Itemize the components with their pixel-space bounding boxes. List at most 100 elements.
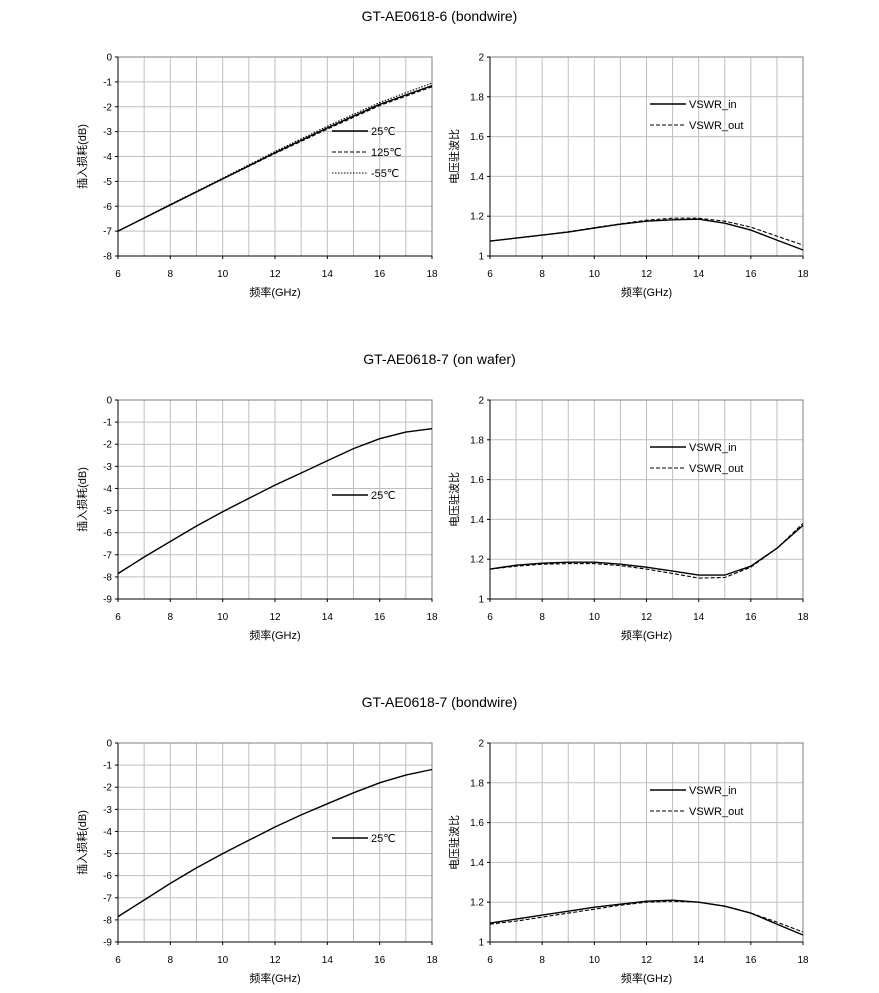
x-tick-label: 12 (269, 269, 281, 280)
y-tick-label: -6 (103, 871, 112, 882)
x-tick-label: 16 (374, 269, 386, 280)
series-line-VSWR_in (489, 218, 804, 251)
x-tick-label: 10 (589, 269, 601, 280)
y-tick-label: -2 (103, 440, 112, 451)
y-tick-label: -8 (103, 252, 112, 263)
y-axis-label: 电压驻波比 (447, 129, 461, 184)
chart-group-title: GT-AE0618-6 (bondwire) (362, 8, 518, 24)
x-tick-label: 8 (539, 612, 545, 623)
x-tick-label: 10 (217, 269, 229, 280)
y-tick-label: -9 (103, 595, 112, 606)
x-tick-label: 8 (168, 269, 174, 280)
x-tick-label: 16 (745, 955, 757, 966)
series-line-25℃ (117, 428, 433, 575)
chart-1: 0 -1 -2 -3 -4 -5 -6 -7 -86 8 10 12 14 16 18 频率(GHz) 插入损耗… (75, 53, 438, 300)
y-tick-label: -7 (103, 227, 112, 238)
x-axis-label: 频率(GHz) (621, 285, 672, 299)
x-axis-label: 频率(GHz) (249, 971, 300, 985)
x-tick-label: 12 (269, 612, 281, 623)
legend-label: VSWR_out (689, 120, 743, 132)
series-line-125℃ (117, 86, 433, 232)
y-tick-label: -6 (103, 528, 112, 539)
x-axis-label: 频率(GHz) (249, 285, 300, 299)
legend-label: 25℃ (371, 490, 396, 502)
x-tick-label: 6 (487, 955, 493, 966)
legend-label: 125℃ (371, 147, 402, 159)
x-tick-label: 12 (641, 955, 653, 966)
series-line-VSWR_in (489, 899, 804, 936)
x-tick-label: 18 (426, 955, 438, 966)
y-tick-label: -8 (103, 915, 112, 926)
x-tick-label: 6 (115, 612, 121, 623)
y-axis-label: 电压驻波比 (447, 815, 461, 870)
legend-label: VSWR_out (689, 806, 743, 818)
x-axis-label: 频率(GHz) (621, 971, 672, 985)
x-tick-label: 16 (745, 269, 757, 280)
legend-label: VSWR_out (689, 463, 743, 475)
x-tick-label: 14 (322, 612, 334, 623)
series-line-VSWR_out (489, 523, 804, 579)
x-tick-label: 6 (115, 955, 121, 966)
x-axis-label: 频率(GHz) (621, 628, 672, 642)
legend-label: 25℃ (371, 833, 396, 845)
y-tick-label: 2 (478, 739, 484, 750)
y-tick-label: -3 (103, 462, 112, 473)
legend-label: -55℃ (371, 168, 399, 180)
y-tick-label: -4 (103, 827, 112, 838)
y-tick-label: -7 (103, 550, 112, 561)
x-tick-label: 8 (539, 269, 545, 280)
series-line-VSWR_out (489, 900, 804, 933)
x-tick-label: 12 (641, 269, 653, 280)
chart-6: 1 1.2 1.4 1.6 1.8 2 6 8 10 12 14 16 18 频率(GHz) 电压驻波比 VS… (447, 739, 809, 986)
y-tick-label: -3 (103, 805, 112, 816)
x-tick-label: 10 (217, 955, 229, 966)
y-tick-label: 0 (106, 396, 112, 407)
y-tick-label: 2 (478, 396, 484, 407)
series-line-VSWR_in (489, 524, 804, 576)
y-tick-label: -9 (103, 938, 112, 949)
y-tick-label: 1.8 (470, 435, 484, 446)
x-tick-label: 18 (797, 955, 809, 966)
series-line-25℃ (117, 84, 433, 232)
y-tick-label: 1.4 (470, 515, 484, 526)
x-tick-label: 14 (322, 955, 334, 966)
y-axis-label: 电压驻波比 (447, 472, 461, 527)
y-tick-label: 1.4 (470, 858, 484, 869)
legend-label: VSWR_in (689, 442, 737, 454)
x-tick-label: 10 (589, 955, 601, 966)
y-tick-label: -5 (103, 506, 112, 517)
x-tick-label: 8 (539, 955, 545, 966)
chart-5: 0 -1 -2 -3 -4 -5 -6 -7 -8 -96 8 10 12 14 16 18 频率(GHz) 插入… (75, 739, 438, 986)
legend-label: VSWR_in (689, 99, 737, 111)
y-tick-label: 0 (106, 53, 112, 64)
y-tick-label: -6 (103, 202, 112, 213)
legend-label: VSWR_in (689, 785, 737, 797)
x-tick-label: 14 (322, 269, 334, 280)
series-line--55℃ (117, 82, 433, 232)
y-axis-label: 插入损耗(dB) (75, 467, 89, 532)
y-tick-label: -7 (103, 893, 112, 904)
y-axis-label: 插入损耗(dB) (75, 810, 89, 875)
y-tick-label: -5 (103, 177, 112, 188)
y-tick-label: 1.2 (470, 212, 484, 223)
y-tick-label: -4 (103, 152, 112, 163)
x-tick-label: 14 (693, 612, 705, 623)
x-tick-label: 6 (487, 612, 493, 623)
x-tick-label: 16 (374, 955, 386, 966)
y-tick-label: 2 (478, 53, 484, 64)
x-tick-label: 16 (745, 612, 757, 623)
y-tick-label: 1.8 (470, 778, 484, 789)
y-tick-label: 1 (478, 252, 484, 263)
y-tick-label: 1.2 (470, 555, 484, 566)
x-tick-label: 18 (426, 612, 438, 623)
y-tick-label: 1 (478, 938, 484, 949)
y-tick-label: -8 (103, 572, 112, 583)
y-tick-label: -1 (103, 77, 112, 88)
chart-group-title: GT-AE0618-7 (bondwire) (362, 694, 518, 710)
chart-group-title: GT-AE0618-7 (on wafer) (363, 351, 516, 367)
y-tick-label: 1.6 (470, 132, 484, 143)
chart-3: 0 -1 -2 -3 -4 -5 -6 -7 -8 -96 8 10 12 14 16 18 频率(GHz) 插入… (75, 396, 438, 643)
y-tick-label: -4 (103, 484, 112, 495)
series-line-VSWR_out (489, 217, 804, 246)
